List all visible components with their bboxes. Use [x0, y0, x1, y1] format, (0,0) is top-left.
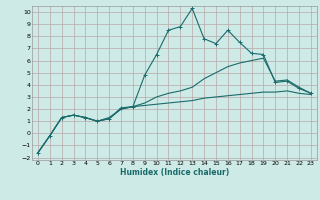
X-axis label: Humidex (Indice chaleur): Humidex (Indice chaleur) — [120, 168, 229, 177]
